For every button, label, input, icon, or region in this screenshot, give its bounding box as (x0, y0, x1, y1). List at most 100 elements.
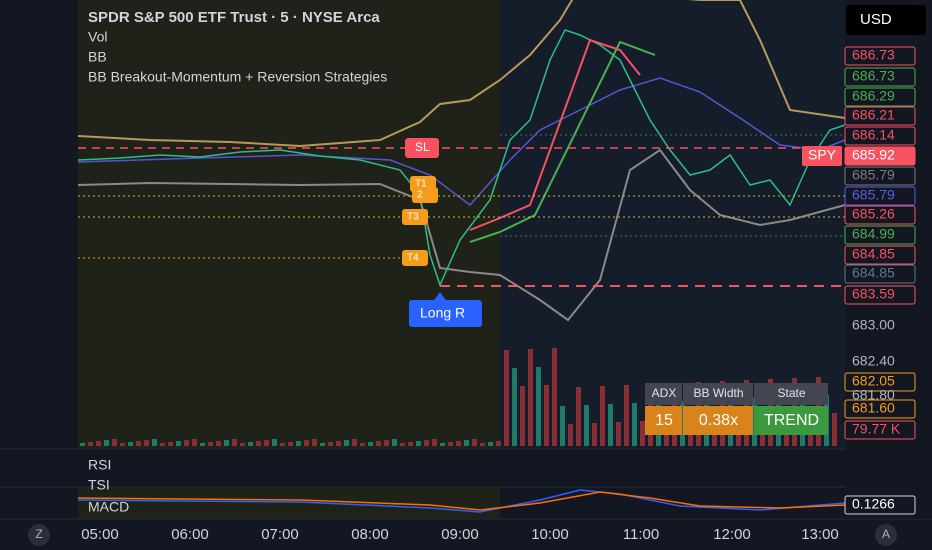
bb-upper (77, 0, 846, 148)
volume-bar (128, 442, 133, 446)
volume-bar (456, 441, 461, 446)
volume-bar (584, 405, 589, 446)
pane-label: RSI (88, 457, 111, 473)
time-label: 09:00 (441, 526, 479, 543)
table-header-cell (754, 383, 828, 405)
axis-button[interactable] (875, 524, 897, 546)
price-label: 683.59 (852, 286, 895, 302)
currency-button[interactable] (846, 5, 926, 35)
price-tag (844, 420, 916, 440)
table-value: TREND (764, 412, 819, 429)
price-tag (844, 67, 916, 87)
volume-bar (680, 401, 685, 446)
volume-bar (448, 442, 453, 446)
price-tag (844, 126, 916, 146)
signal-tag (409, 300, 482, 327)
volume-bar (560, 406, 565, 446)
volume-bar (384, 440, 389, 446)
price-label: 685.79 (852, 167, 895, 183)
price-tag (844, 205, 916, 225)
price-label: 686.73 (852, 68, 895, 84)
volume-bar (568, 424, 573, 446)
axis-button[interactable] (28, 524, 50, 546)
volume-bar (520, 386, 525, 446)
table-header: State (777, 386, 805, 400)
price-tag (844, 106, 916, 126)
volume-bar (80, 443, 85, 446)
table-value: 0.38x (699, 412, 738, 429)
indicator-label: BB Breakout-Momentum + Reversion Strateg… (88, 69, 387, 85)
price-tag (844, 166, 916, 186)
volume-bar (208, 442, 213, 446)
volume-bar (144, 440, 149, 446)
volume-bar (240, 443, 245, 446)
macd-tag (844, 495, 916, 515)
volume-bar (360, 443, 365, 446)
volume-bar (472, 439, 477, 446)
price-label: 686.14 (852, 127, 895, 143)
volume-bar (440, 443, 445, 446)
signal-label: Long R (420, 305, 465, 321)
target-label: 2 (417, 190, 423, 201)
volume-bar (592, 423, 597, 446)
volume-bar (528, 349, 533, 446)
volume-bar (248, 442, 253, 446)
table-header-cell (683, 383, 753, 405)
target-tag (402, 250, 428, 266)
price-tag (844, 87, 916, 107)
price-label: 79.77 K (852, 421, 901, 437)
currency-label: USD (860, 11, 892, 28)
volume-bar (104, 440, 109, 446)
session-shade (500, 0, 845, 448)
volume-bar (320, 443, 325, 446)
macd-line (77, 489, 846, 513)
volume-bar (504, 350, 509, 446)
session-shade (78, 0, 500, 448)
volume-bar (424, 440, 429, 446)
price-label: 685.92 (852, 147, 895, 163)
price-tag (844, 372, 916, 392)
volume-bar (264, 440, 269, 446)
price-tag (844, 225, 916, 245)
volume-bar (368, 442, 373, 446)
price-label: 682.40 (852, 353, 895, 369)
price (77, 29, 846, 288)
volume-bar (552, 348, 557, 446)
target-tag (412, 187, 438, 203)
volume-bar (288, 442, 293, 446)
volume-bar (400, 443, 405, 446)
volume-bar (312, 439, 317, 446)
signal-arrow (434, 292, 446, 300)
time-label: 11:00 (623, 526, 659, 543)
stop-tag (405, 138, 439, 158)
price-tag (844, 245, 916, 265)
volume-bar (408, 442, 413, 446)
price-tag (844, 186, 916, 206)
volume-bar (88, 442, 93, 446)
volume-bar (328, 442, 333, 446)
time-label: 12:00 (713, 526, 751, 543)
volume-bar (624, 385, 629, 446)
indicator-label: BB (88, 49, 107, 65)
price-tag (844, 146, 916, 166)
price-label: 681.80 (852, 387, 895, 403)
table-cell (645, 406, 682, 435)
price-label: 686.21 (852, 107, 895, 123)
volume-bar (112, 439, 117, 446)
table-cell (683, 406, 753, 435)
volume-bar (280, 443, 285, 446)
volume-bar (176, 441, 181, 446)
volume-bar (608, 404, 613, 446)
volume-bar (392, 439, 397, 446)
volume-bar (120, 443, 125, 446)
price-label: 685.26 (852, 206, 895, 222)
volume-bar (216, 441, 221, 446)
price-tag (844, 46, 916, 66)
target-label: T3 (407, 212, 419, 223)
volume-bar (296, 441, 301, 446)
indicator-label: Vol (88, 29, 107, 45)
volume-bar (168, 442, 173, 446)
volume-bar (96, 441, 101, 446)
